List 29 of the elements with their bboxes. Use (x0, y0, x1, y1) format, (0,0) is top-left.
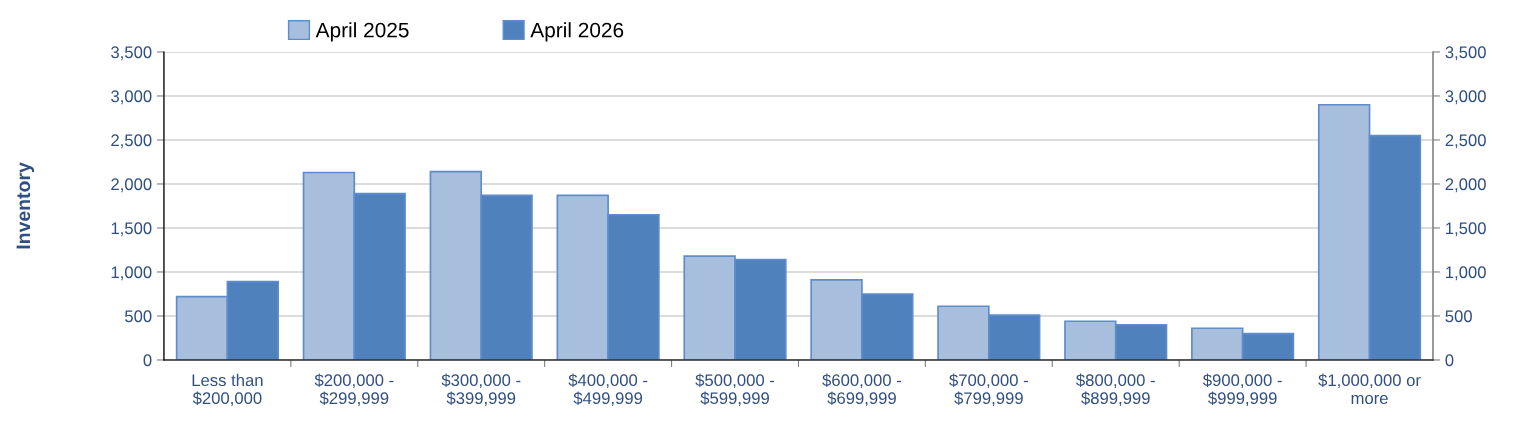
y-tick-label: 1,500 (111, 222, 152, 237)
x-tick-label: $900,000 - $999,999 (1202, 373, 1282, 407)
y2-tick-label: 1,500 (1446, 222, 1486, 237)
y2-tick-label: 2,000 (1445, 178, 1486, 193)
x-tick-label: $1,000,000 or more (1318, 373, 1421, 405)
x-tick-label: Less than $200,000 (192, 373, 263, 407)
y-tick-label: 0 (143, 354, 152, 367)
y-tick-label: 2,500 (111, 134, 152, 149)
y-tick-label: 500 (125, 310, 152, 323)
y2-tick-label: 500 (1445, 310, 1472, 323)
x-tick-label: $700,000 - $799,999 (949, 373, 1028, 407)
x-tick-label: $600,000 - $699,999 (822, 373, 902, 407)
y2-tick-label: 3,000 (1445, 90, 1486, 105)
y-axis-title: Inventory (16, 162, 35, 249)
x-tick-label: $400,000 - $499,999 (568, 373, 648, 407)
y2-tick-label: 2,500 (1445, 134, 1486, 149)
y2-tick-label: 1,000 (1446, 266, 1486, 281)
legend-label: April 2026 (530, 22, 624, 42)
y-tick-label: 3,000 (111, 90, 152, 105)
y2-tick-label: 0 (1445, 354, 1454, 367)
y-tick-label: 2,000 (111, 178, 152, 193)
y-tick-label: 3,500 (111, 46, 152, 61)
x-tick-label: $200,000 - $299,999 (314, 373, 394, 407)
x-tick-label: $800,000 - $899,999 (1076, 373, 1155, 407)
x-tick-label: $500,000 - $599,999 (695, 373, 775, 407)
legend-label: April 2025 (315, 22, 409, 42)
y-tick-label: 1,000 (111, 266, 152, 281)
y2-tick-label: 3,500 (1445, 46, 1486, 61)
x-tick-label: $300,000 - $399,999 (441, 373, 521, 407)
